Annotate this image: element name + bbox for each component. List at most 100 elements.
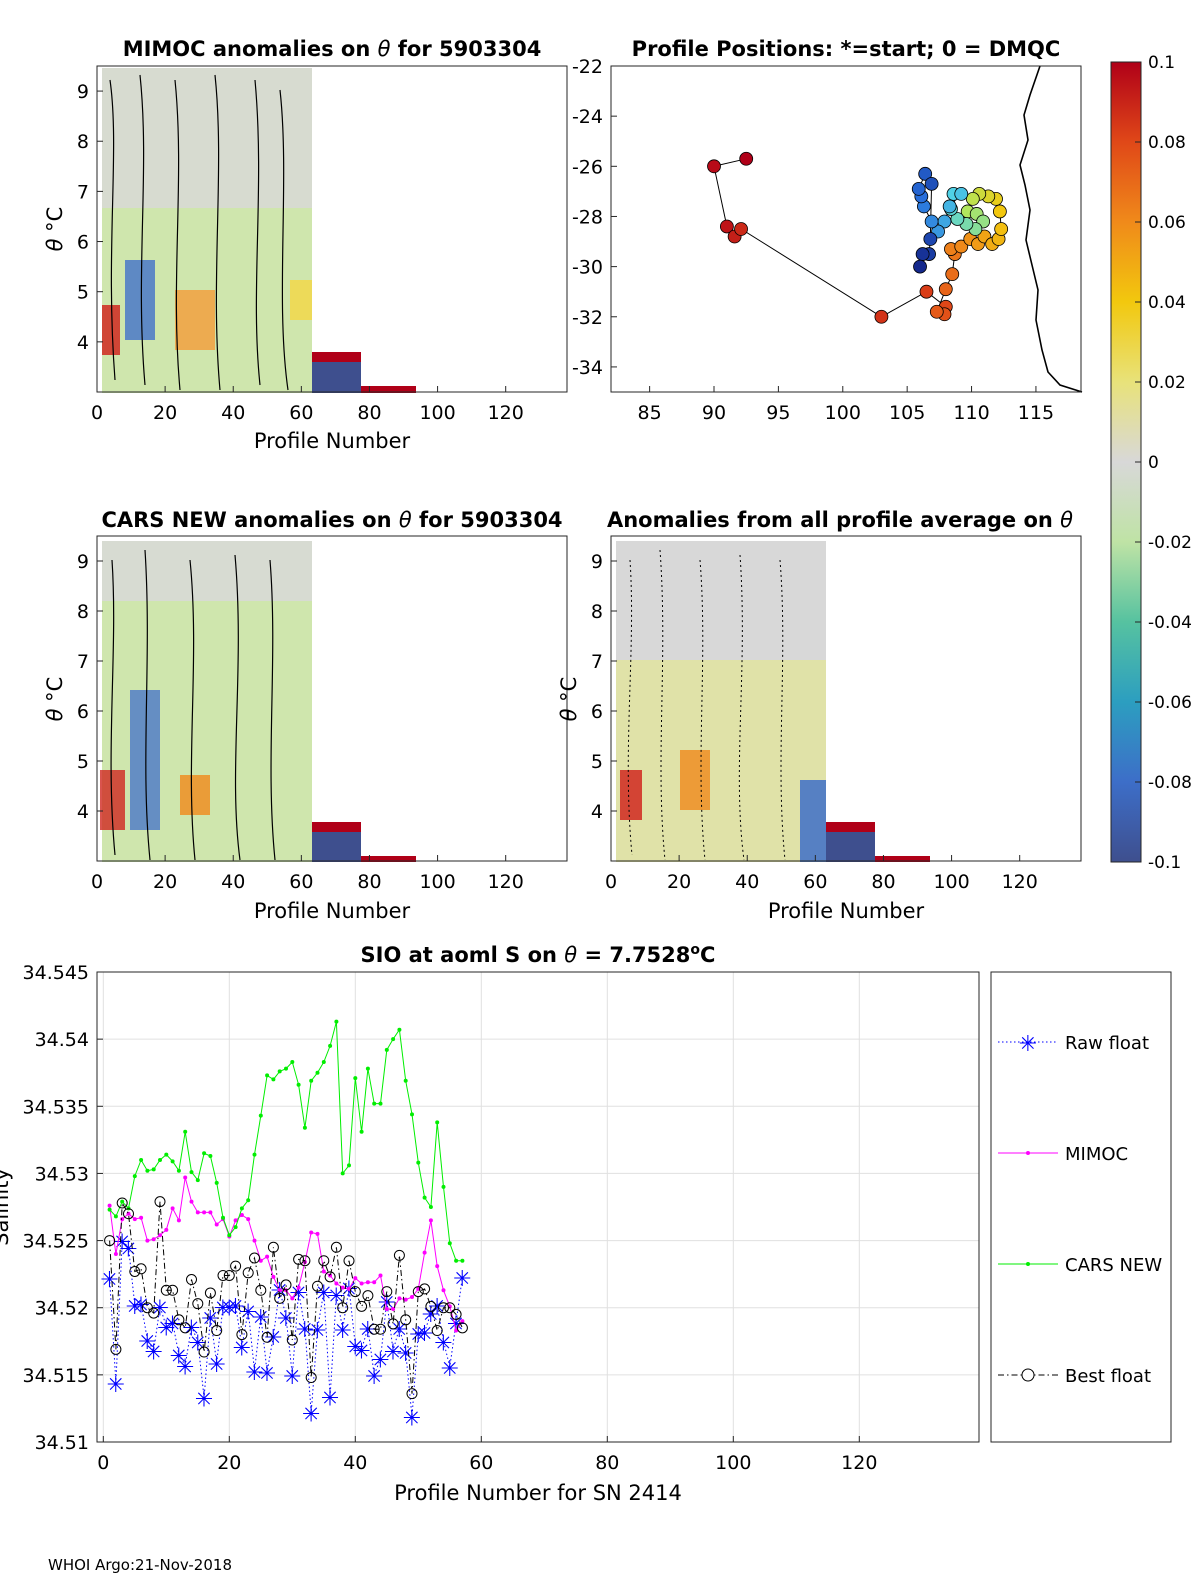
series-point: [334, 1281, 339, 1286]
profile-position-marker: [707, 159, 721, 174]
raw-float-point: ✳: [163, 1312, 181, 1337]
series-point: [208, 1210, 213, 1215]
cars-heatmap: [100, 541, 416, 862]
y-tick-label: 5: [77, 282, 89, 304]
series-point: [158, 1233, 162, 1238]
mimoc-heatmap-hot-spot: [102, 305, 120, 355]
profile-position-marker: [929, 304, 944, 319]
series-point: [353, 1076, 358, 1081]
legend-label: CARS NEW: [1065, 1255, 1162, 1276]
series-point: [391, 1037, 396, 1042]
best-float-point: [141, 1302, 153, 1314]
y-tick-label: 6: [77, 701, 89, 723]
series-point: [321, 1059, 326, 1064]
raw-float-point: ✳: [207, 1353, 225, 1378]
y-tick-label: -28: [572, 206, 603, 228]
best-float-point: [349, 1286, 361, 1298]
raw-float-point: ✳: [195, 1388, 213, 1413]
best-float-point: [400, 1314, 412, 1326]
y-tick-label: 4: [77, 801, 89, 823]
x-tick-label: 100: [715, 1452, 751, 1474]
legend-marker: ✳: [1019, 1032, 1037, 1057]
series-point: [441, 1288, 446, 1293]
profile-position-marker: [938, 282, 953, 297]
y-tick-label: -26: [572, 156, 603, 178]
raw-float-point: ✳: [409, 1323, 427, 1348]
mimoc-heatmap-cold-band: [125, 260, 155, 340]
series-point: [290, 1296, 295, 1301]
best-float-point: [116, 1197, 128, 1209]
x-tick-label: 100: [933, 871, 969, 893]
best-float-point: [129, 1265, 141, 1277]
best-float-point: [274, 1292, 286, 1304]
mimoc-panel: MIMOC anomalies on θ for 5903304 0 20 40 60…: [43, 37, 568, 453]
best-float-point: [293, 1253, 305, 1265]
profile-position-marker: [913, 259, 927, 274]
raw-float-point: ✳: [396, 1342, 414, 1367]
series-point: [347, 1163, 351, 1168]
raw-float-point: ✳: [170, 1345, 188, 1370]
series-point: [151, 1237, 156, 1242]
mimoc-axes-box: [96, 65, 568, 393]
profile-position-marker: [739, 151, 754, 166]
best-float-point: [154, 1196, 166, 1208]
series-point: [265, 1073, 270, 1078]
salinity-frame: [96, 971, 980, 1443]
x-tick-label: 40: [221, 871, 245, 893]
raw-float-point: ✳: [315, 1282, 333, 1307]
series-point: [447, 1241, 452, 1246]
x-tick-label: 120: [488, 871, 524, 893]
best-float-point: [362, 1290, 374, 1302]
avg-anomaly-heatmap: [616, 541, 930, 862]
y-tick-label: 9: [77, 81, 89, 103]
best-float-point: [431, 1325, 443, 1337]
salinity-panel: SIO at aoml S on θ = 7.7528oC 0 20 40 60 80 1…: [0, 942, 1172, 1505]
series-point: [397, 1027, 402, 1032]
salinity-axes-box: [96, 971, 980, 1443]
legend-box: [990, 971, 1172, 1443]
raw-float-point: ✳: [258, 1362, 276, 1387]
mimoc-axis: 0 20 40 60 80 100 120 4 5 6 7 8 9: [77, 81, 524, 424]
cars-axis: 0 20 40 60 80 100 120 4 5 6 7 8 9: [77, 551, 524, 893]
coastline: [1019, 65, 1083, 393]
series-point: [334, 1019, 339, 1024]
series-point: [202, 1210, 207, 1215]
colorbar-tick-label: 0.06: [1148, 213, 1186, 233]
y-tick-label: 6: [591, 701, 603, 723]
mimoc-ylabel: θ °C: [43, 207, 67, 252]
best-float-point: [356, 1300, 368, 1312]
series-point: [239, 1206, 244, 1211]
x-tick-label: 80: [357, 871, 381, 893]
series-point: [170, 1206, 175, 1211]
series-point: [347, 1286, 351, 1291]
best-float-point: [148, 1307, 160, 1319]
raw-float-point: ✳: [289, 1282, 307, 1307]
positions-axes-box: [610, 65, 1082, 393]
series-point: [435, 1264, 440, 1269]
best-float-point: [318, 1255, 330, 1267]
y-tick-label: -34: [572, 357, 603, 379]
x-tick-label: 105: [889, 402, 925, 424]
colorbar-tick-label: -0.1: [1148, 853, 1181, 873]
colorbar-ticks: 0.1 0.08 0.06 0.04 0.02 0 -0.02 -0.04 -0.06 -0.08…: [1135, 53, 1192, 873]
raw-float-point: ✳: [371, 1349, 389, 1374]
raw-float-point: ✳: [151, 1296, 169, 1321]
y-tick-label: 34.525: [23, 1231, 89, 1253]
series-point: [309, 1078, 314, 1083]
legend-label: MIMOC: [1065, 1144, 1128, 1165]
best-float-point: [337, 1302, 349, 1314]
best-float-point: [438, 1302, 449, 1314]
raw-float-point: ✳: [378, 1291, 396, 1316]
series-point: [410, 1294, 414, 1299]
legend-label: Best float: [1065, 1366, 1151, 1387]
x-tick-label: 90: [702, 402, 726, 424]
x-tick-label: 85: [638, 402, 662, 424]
best-float-point: [261, 1331, 273, 1343]
mimoc-fill-block-top: [312, 352, 361, 362]
series-point: [208, 1153, 213, 1158]
x-tick-label: 120: [488, 402, 524, 424]
cars-heatmap-warm-band: [180, 775, 210, 815]
series-point: [378, 1273, 383, 1278]
series-point: [277, 1288, 282, 1293]
